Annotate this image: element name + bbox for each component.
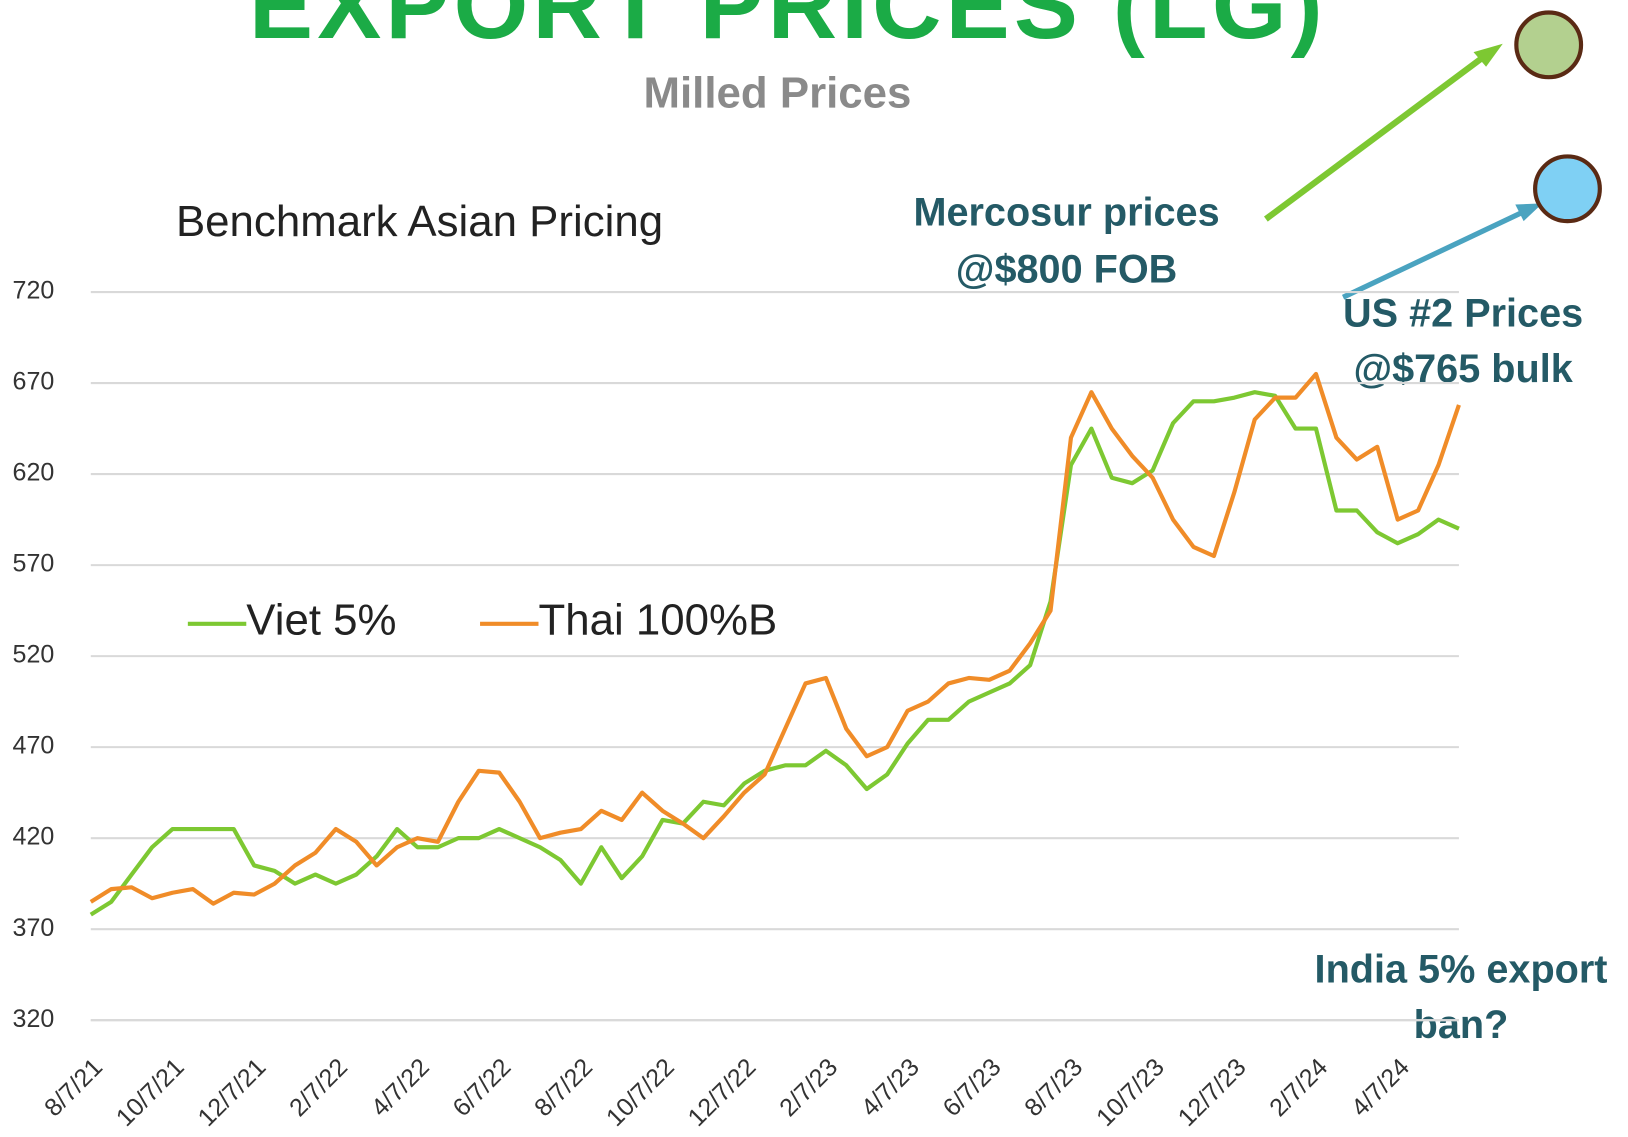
y-tick-label: 320 [13, 1005, 55, 1033]
marker-circle [1533, 154, 1602, 224]
x-tick-label: 4/7/23 [856, 1053, 925, 1122]
marker-circle [1514, 10, 1584, 80]
arrow [1341, 208, 1527, 300]
legend-label: Viet 5% [246, 595, 396, 644]
x-tick-label: 12/7/21 [193, 1053, 272, 1132]
x-tick-label: 6/7/23 [938, 1053, 1007, 1122]
title: EXPORT PRICES (LG) [249, 0, 1327, 59]
x-tick-label: 8/7/23 [1019, 1053, 1088, 1122]
arrow-head [1515, 203, 1543, 222]
y-tick-label: 470 [13, 732, 55, 760]
annotation: @$765 bulk [1353, 347, 1573, 391]
arrow-head [1473, 43, 1503, 67]
x-tick-label: 8/7/22 [529, 1053, 598, 1122]
annotation: @$800 FOB [956, 248, 1178, 292]
x-tick-label: 10/7/23 [1091, 1053, 1170, 1132]
y-tick-label: 720 [13, 277, 55, 305]
y-tick-label: 520 [13, 641, 55, 669]
y-tick-label: 670 [13, 368, 55, 396]
x-tick-label: 4/7/24 [1346, 1053, 1415, 1122]
line-series [89, 390, 1460, 917]
x-tick-label: 2/7/22 [284, 1053, 353, 1122]
y-tick-label: 620 [13, 459, 55, 487]
subtitle: Milled Prices [644, 69, 912, 118]
y-tick-label: 370 [13, 914, 55, 942]
x-tick-label: 2/7/23 [774, 1053, 843, 1122]
annotation: India 5% export [1315, 948, 1608, 992]
y-tick-label: 420 [13, 823, 55, 851]
x-tick-label: 8/7/21 [39, 1053, 108, 1122]
x-tick-label: 2/7/24 [1264, 1053, 1333, 1122]
x-tick-label: 10/7/21 [111, 1053, 190, 1132]
y-tick-label: 570 [13, 550, 55, 578]
arrow [1264, 51, 1489, 222]
annotation: Mercosur prices [913, 190, 1219, 234]
x-tick-label: 12/7/23 [1173, 1053, 1252, 1132]
x-tick-label: 10/7/22 [601, 1053, 680, 1132]
x-tick-label: 12/7/22 [683, 1053, 762, 1132]
annotation: ban? [1414, 1003, 1509, 1047]
x-tick-label: 4/7/22 [366, 1053, 435, 1122]
chart-title: Benchmark Asian Pricing [176, 197, 663, 246]
line-series [89, 371, 1461, 906]
legend-label: Thai 100%B [538, 595, 777, 644]
annotation: US #2 Prices [1343, 292, 1583, 336]
x-tick-label: 6/7/22 [447, 1053, 516, 1122]
